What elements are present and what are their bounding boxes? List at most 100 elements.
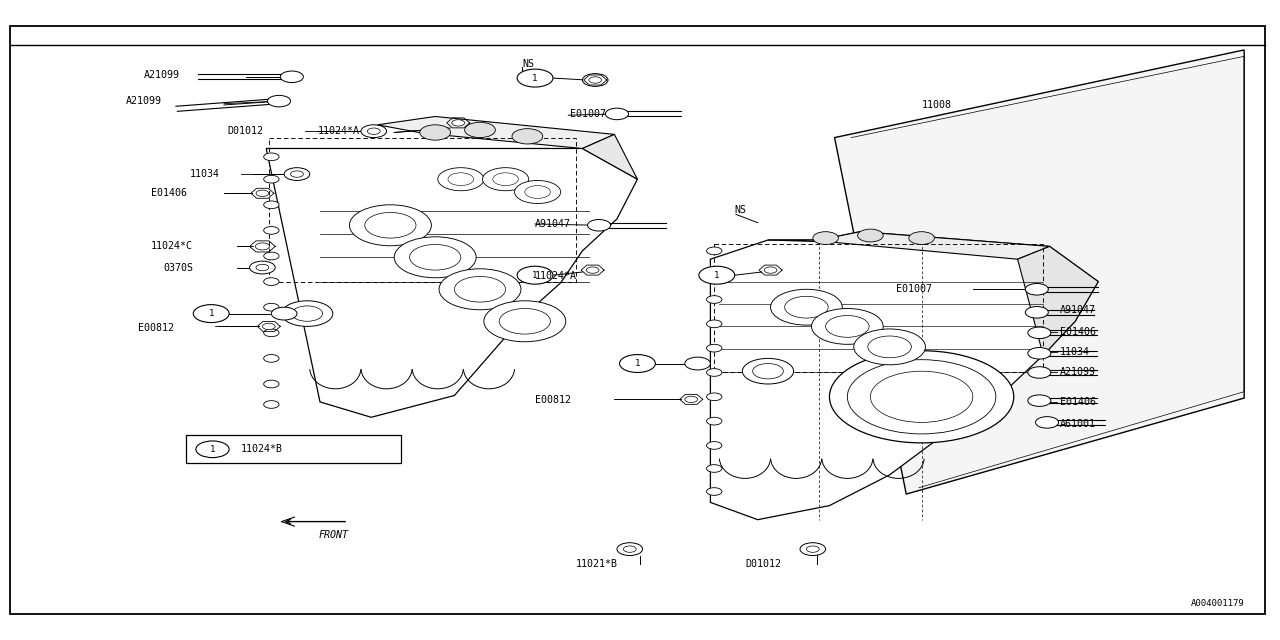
Circle shape bbox=[812, 308, 883, 344]
Text: E01007: E01007 bbox=[896, 284, 932, 294]
Circle shape bbox=[512, 129, 543, 144]
Polygon shape bbox=[378, 116, 614, 148]
Circle shape bbox=[291, 171, 303, 177]
Text: NS: NS bbox=[522, 59, 534, 69]
Circle shape bbox=[264, 380, 279, 388]
Circle shape bbox=[439, 269, 521, 310]
Circle shape bbox=[499, 308, 550, 334]
Circle shape bbox=[517, 266, 553, 284]
Circle shape bbox=[707, 271, 722, 279]
Circle shape bbox=[420, 125, 451, 140]
Circle shape bbox=[847, 360, 996, 434]
Text: 11024*C: 11024*C bbox=[151, 241, 193, 252]
Text: A61001: A61001 bbox=[1060, 419, 1096, 429]
Text: 11008: 11008 bbox=[922, 100, 951, 110]
Circle shape bbox=[785, 296, 828, 318]
Polygon shape bbox=[768, 232, 1050, 259]
Circle shape bbox=[484, 301, 566, 342]
Circle shape bbox=[685, 396, 698, 403]
Circle shape bbox=[367, 128, 380, 134]
Circle shape bbox=[483, 168, 529, 191]
Circle shape bbox=[707, 296, 722, 303]
Circle shape bbox=[588, 220, 611, 231]
Polygon shape bbox=[266, 148, 637, 417]
Circle shape bbox=[256, 264, 269, 271]
Text: 1: 1 bbox=[532, 74, 538, 83]
Circle shape bbox=[264, 175, 279, 183]
Circle shape bbox=[909, 232, 934, 244]
Circle shape bbox=[264, 153, 279, 161]
Circle shape bbox=[256, 243, 270, 250]
Circle shape bbox=[707, 369, 722, 376]
Circle shape bbox=[1036, 417, 1059, 428]
Text: 11034: 11034 bbox=[1060, 347, 1089, 357]
Circle shape bbox=[361, 125, 387, 138]
Text: 1: 1 bbox=[635, 359, 640, 368]
Circle shape bbox=[525, 186, 550, 198]
Text: D01012: D01012 bbox=[745, 559, 781, 570]
Circle shape bbox=[1025, 284, 1048, 295]
Circle shape bbox=[452, 120, 465, 126]
Circle shape bbox=[764, 267, 777, 273]
Circle shape bbox=[707, 417, 722, 425]
Text: NS: NS bbox=[735, 205, 746, 215]
Circle shape bbox=[1028, 348, 1051, 359]
Circle shape bbox=[264, 252, 279, 260]
Circle shape bbox=[284, 168, 310, 180]
Circle shape bbox=[1028, 327, 1051, 339]
Text: 11024*A: 11024*A bbox=[535, 271, 577, 282]
Text: 1: 1 bbox=[532, 271, 538, 280]
Circle shape bbox=[771, 289, 842, 325]
Text: E01406: E01406 bbox=[1060, 397, 1096, 407]
Circle shape bbox=[858, 229, 883, 242]
Circle shape bbox=[264, 201, 279, 209]
Circle shape bbox=[196, 441, 229, 458]
Circle shape bbox=[264, 278, 279, 285]
Circle shape bbox=[707, 247, 722, 255]
Circle shape bbox=[1028, 395, 1051, 406]
Circle shape bbox=[753, 364, 783, 379]
Circle shape bbox=[699, 266, 735, 284]
Text: 11024*B: 11024*B bbox=[241, 444, 283, 454]
Circle shape bbox=[256, 190, 269, 196]
Circle shape bbox=[800, 543, 826, 556]
Text: D01012: D01012 bbox=[228, 126, 264, 136]
Circle shape bbox=[268, 95, 291, 107]
Circle shape bbox=[620, 355, 655, 372]
Text: A91047: A91047 bbox=[1060, 305, 1096, 316]
Circle shape bbox=[707, 442, 722, 449]
Circle shape bbox=[365, 212, 416, 238]
Circle shape bbox=[262, 323, 275, 330]
Polygon shape bbox=[582, 134, 637, 179]
Circle shape bbox=[410, 244, 461, 270]
Circle shape bbox=[742, 358, 794, 384]
Text: A91047: A91047 bbox=[535, 219, 571, 229]
Circle shape bbox=[582, 74, 608, 86]
Circle shape bbox=[617, 543, 643, 556]
Circle shape bbox=[1028, 367, 1051, 378]
Circle shape bbox=[586, 267, 599, 273]
Polygon shape bbox=[1018, 246, 1098, 355]
Circle shape bbox=[264, 329, 279, 337]
Text: E01007: E01007 bbox=[570, 109, 605, 119]
Text: 0370S: 0370S bbox=[164, 262, 193, 273]
Text: FRONT: FRONT bbox=[319, 530, 348, 540]
Text: 11024*A: 11024*A bbox=[317, 126, 360, 136]
Circle shape bbox=[438, 168, 484, 191]
Circle shape bbox=[707, 393, 722, 401]
Circle shape bbox=[448, 173, 474, 186]
Circle shape bbox=[829, 351, 1014, 443]
Circle shape bbox=[292, 306, 323, 321]
Text: 1: 1 bbox=[714, 271, 719, 280]
Text: 11021*B: 11021*B bbox=[576, 559, 618, 570]
Circle shape bbox=[589, 77, 602, 83]
Circle shape bbox=[826, 316, 869, 337]
Circle shape bbox=[264, 401, 279, 408]
Circle shape bbox=[454, 276, 506, 302]
Circle shape bbox=[854, 329, 925, 365]
Circle shape bbox=[264, 227, 279, 234]
Text: 1: 1 bbox=[209, 309, 214, 318]
Text: E01406: E01406 bbox=[1060, 326, 1096, 337]
Text: A21099: A21099 bbox=[125, 96, 161, 106]
Circle shape bbox=[517, 69, 553, 87]
